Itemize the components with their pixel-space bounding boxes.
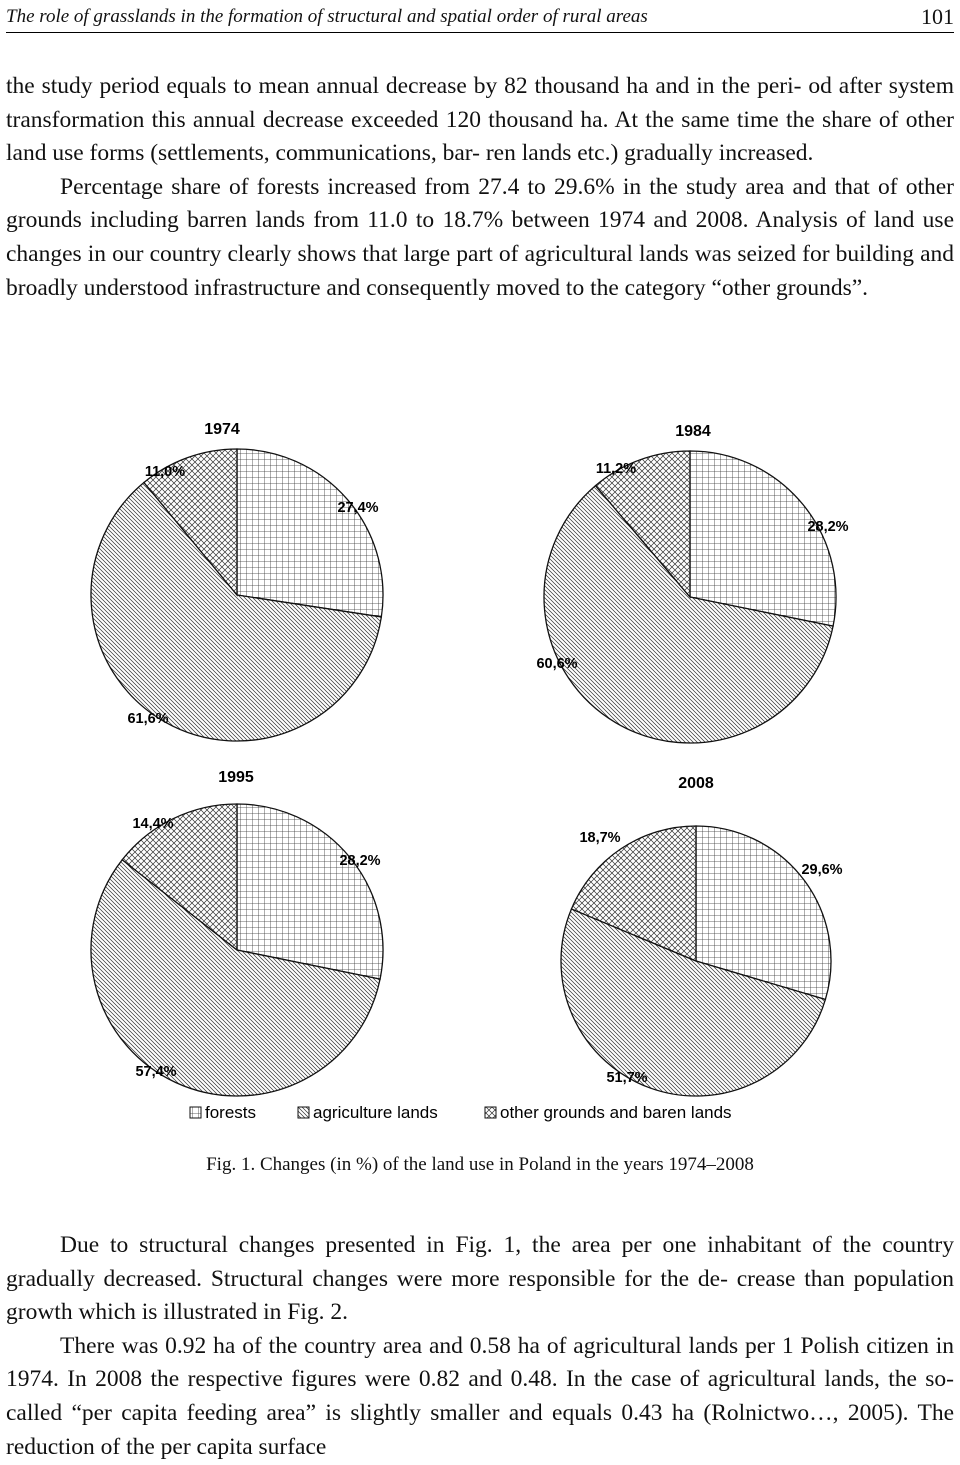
data-label-agriculture: 60,6% (536, 656, 577, 672)
pie-charts-figure: 197427,4%61,6%11,0%198428,2%60,6%11,2%19… (90, 421, 849, 1122)
data-label-forests: 29,6% (801, 862, 842, 878)
text-line: ren lands etc.) gradually increased. (485, 140, 814, 167)
pie-title: 1974 (204, 421, 240, 438)
pie-slice-other (570, 825, 697, 962)
data-label-forests: 28,2% (807, 519, 848, 535)
text-line: the same time the share of other land us… (6, 106, 955, 167)
text-line: Due to structural changes presented in F… (60, 1232, 872, 1258)
pie-chart-2008: 2008 29,6% 51,7% 18,7% (560, 775, 843, 1097)
pie-chart-1995: 1995 28,2% 57,4% 14,4% (90, 769, 384, 1097)
text-line: that of other grounds including barren l… (6, 173, 955, 234)
running-header: The role of grasslands in the formation … (6, 4, 954, 33)
text-line: country gradually decreased. Structural … (6, 1232, 955, 1292)
pie-slice-other (143, 448, 238, 597)
running-title: The role of grasslands in the formation … (6, 6, 648, 27)
text-line: and equals 0.43 ha (Rolnictwo…, 2005). T… (6, 1399, 954, 1460)
data-label-other: 11,2% (596, 461, 636, 477)
pie-slice-forests (689, 450, 837, 627)
text-line: Polish citizen in 1974. In 2008 the resp… (6, 1332, 955, 1393)
legend-label-agriculture: agriculture lands (313, 1103, 438, 1122)
pie-slice-forests (236, 448, 384, 618)
text-line: od after system transformation this annu… (6, 73, 955, 133)
chart-legend: forests agriculture lands other grounds an… (189, 1103, 732, 1122)
body-paragraph-1: the study period equals to mean annual d… (6, 70, 954, 305)
legend-swatch-other (484, 1106, 497, 1119)
text-line: 2008. Analysis of land use changes in ou… (6, 207, 954, 267)
data-label-agriculture: 57,4% (135, 1064, 176, 1080)
data-label-other: 11,0% (145, 464, 185, 480)
data-label-agriculture: 61,6% (127, 711, 168, 727)
pie-slice-other (594, 450, 691, 599)
text-line: agricultural lands was seized for buildi… (6, 240, 954, 301)
text-line: crease than population growth which is i… (6, 1265, 955, 1326)
figure-1: 1974 27,4% 61,6% 11,0% 1984 28,2% 60,6% 11,2% 19… (0, 405, 960, 1150)
pie-slice-agriculture (90, 858, 381, 1097)
pie-chart-1984: 1984 28,2% 60,6% 11,2% (536, 423, 849, 744)
text-line: case of agricultural lands, the so-calle… (6, 1366, 954, 1426)
pie-slice-forests (695, 825, 832, 1001)
text-line: There was 0.92 ha of the country area an… (60, 1332, 794, 1359)
legend-label-other: other grounds and baren lands (500, 1103, 732, 1122)
legend-label-forests: forests (205, 1103, 256, 1122)
text-line: Percentage share of forests increased fr… (60, 173, 827, 200)
data-label-forests: 28,2% (339, 853, 380, 869)
pie-title: 2008 (678, 775, 714, 792)
pie-slice-agriculture (560, 908, 827, 1097)
pie-slice-other (121, 803, 238, 952)
pie-slice-agriculture (543, 484, 834, 744)
pie-chart-1974: 1974 27,4% 61,6% 11,0% (90, 421, 384, 742)
page-number: 101 (921, 4, 954, 29)
pie-slice-forests (236, 803, 384, 980)
pie-slice-agriculture (90, 481, 383, 742)
pie-title: 1984 (675, 423, 711, 440)
data-label-agriculture: 51,7% (606, 1070, 647, 1086)
data-label-other: 18,7% (579, 830, 620, 846)
pie-title: 1995 (218, 769, 254, 786)
pies-group: 197427,4%61,6%11,0%198428,2%60,6%11,2%19… (90, 421, 849, 1097)
body-paragraph-2: Due to structural changes presented in F… (6, 1229, 954, 1464)
data-label-forests: 27,4% (337, 500, 378, 516)
figure-caption: Fig. 1. Changes (in %) of the land use i… (206, 1154, 754, 1175)
text-line: and consequently moved to the category “… (326, 274, 869, 301)
data-label-other: 14,4% (132, 816, 173, 832)
legend-swatch-forests (189, 1106, 202, 1119)
text-line: the study period equals to mean annual d… (6, 73, 802, 99)
legend-swatch-agriculture (297, 1106, 310, 1119)
